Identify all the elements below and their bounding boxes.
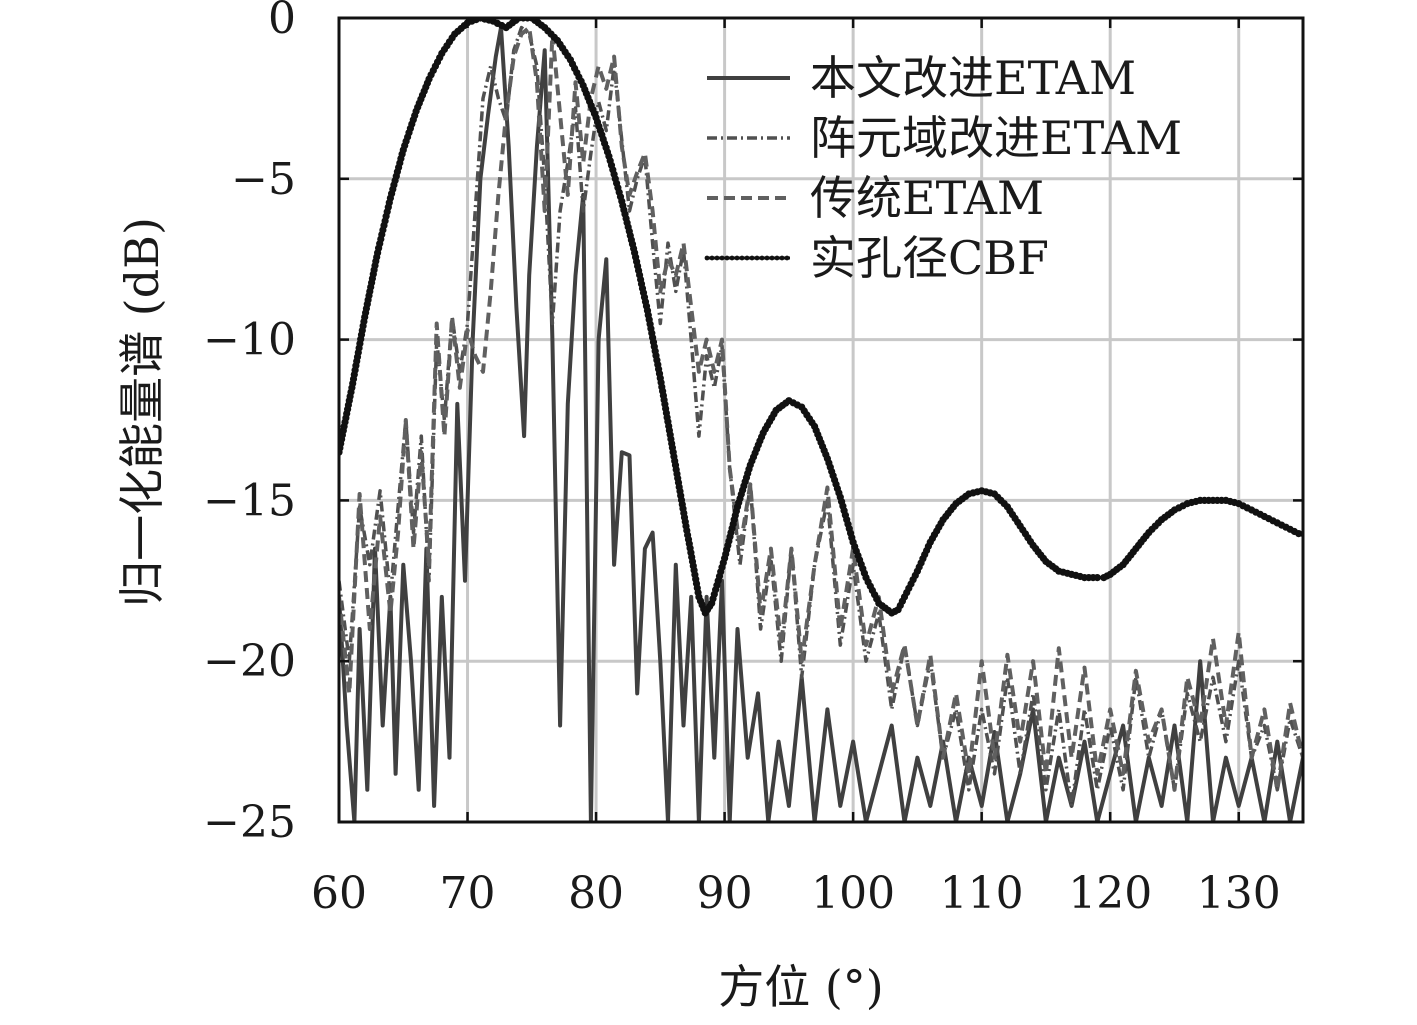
legend-marker bbox=[729, 255, 735, 261]
legend-label-1: 阵元域改进ETAM bbox=[810, 111, 1182, 165]
legend-marker bbox=[704, 255, 710, 261]
x-tick-label: 80 bbox=[568, 868, 624, 919]
y-tick-label: −5 bbox=[231, 154, 296, 205]
legend-marker bbox=[784, 255, 790, 261]
legend-marker bbox=[764, 255, 770, 261]
plot-frame bbox=[337, 16, 1305, 824]
x-tick-label: 120 bbox=[1068, 868, 1152, 919]
y-tick-label: −20 bbox=[203, 636, 296, 687]
ticks bbox=[337, 16, 1303, 824]
legend-marker bbox=[744, 255, 750, 261]
legend-marker bbox=[724, 255, 730, 261]
x-tick-label: 110 bbox=[940, 868, 1024, 919]
legend-label-0: 本文改进ETAM bbox=[810, 51, 1136, 105]
legend-marker bbox=[734, 255, 740, 261]
legend-marker bbox=[739, 255, 745, 261]
x-tick-label: 100 bbox=[811, 868, 895, 919]
tick-labels: 60 70 80 90 100 110 120 130 0 −5 −10 −15 −20 −25 bbox=[203, 0, 1281, 919]
y-tick-label: −15 bbox=[203, 475, 296, 526]
legend-marker bbox=[719, 255, 725, 261]
x-tick-label: 130 bbox=[1197, 868, 1281, 919]
x-tick-label: 70 bbox=[440, 868, 496, 919]
legend-marker bbox=[754, 255, 760, 261]
series-line-2 bbox=[339, 25, 1303, 792]
legend-label-2: 传统ETAM bbox=[810, 171, 1044, 225]
y-tick-label: −25 bbox=[203, 797, 296, 848]
x-tick-label: 60 bbox=[311, 868, 367, 919]
series-point-3 bbox=[1295, 530, 1303, 538]
series-line-0 bbox=[339, 25, 1303, 822]
y-tick-label: 0 bbox=[268, 0, 296, 44]
legend-marker bbox=[774, 255, 780, 261]
legend-marker bbox=[759, 255, 765, 261]
grid bbox=[339, 18, 1303, 822]
x-tick-label: 90 bbox=[697, 868, 753, 919]
y-tick-label: −10 bbox=[203, 315, 296, 366]
legend-marker bbox=[714, 255, 720, 261]
y-axis-label: 归一化能量谱 (dB) bbox=[115, 217, 169, 607]
series-line-1 bbox=[339, 25, 1303, 808]
legend-marker bbox=[779, 255, 785, 261]
legend: 本文改进ETAM 阵元域改进ETAM 传统ETAM 实孔径CBF bbox=[704, 51, 1182, 285]
legend-label-3: 实孔径CBF bbox=[810, 231, 1049, 285]
legend-marker bbox=[709, 255, 715, 261]
legend-marker bbox=[769, 255, 775, 261]
series-layer bbox=[339, 18, 1303, 822]
legend-marker bbox=[749, 255, 755, 261]
x-axis-label: 方位 (°) bbox=[718, 960, 884, 1014]
series-point-3 bbox=[1093, 574, 1101, 582]
